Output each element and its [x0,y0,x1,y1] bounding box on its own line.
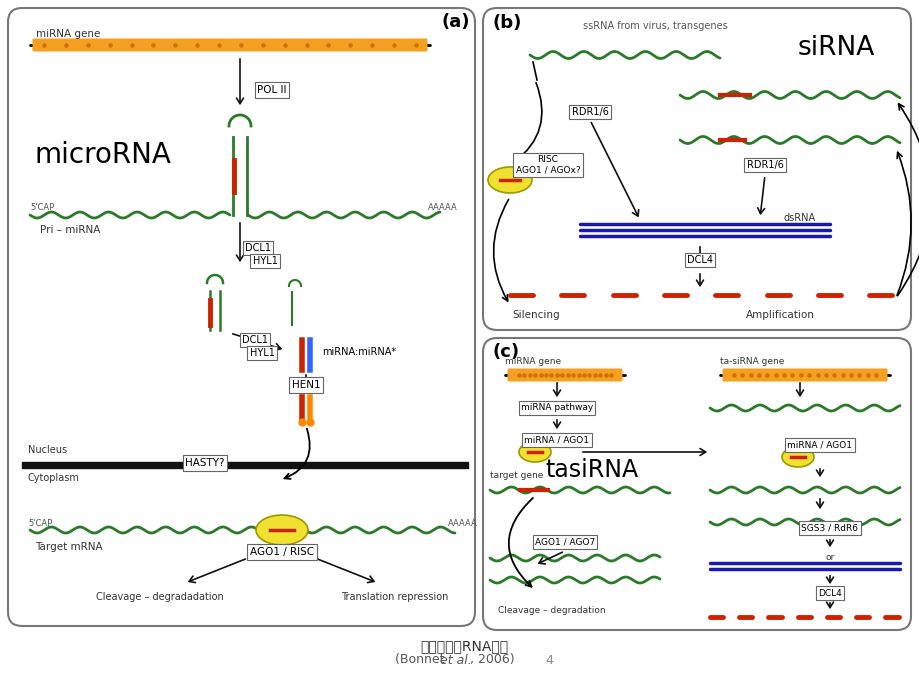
Text: Cytoplasm: Cytoplasm [28,473,80,483]
Text: Pri – miRNA: Pri – miRNA [40,225,100,235]
Text: microRNA: microRNA [35,141,172,169]
Text: AGO1 / AGO7: AGO1 / AGO7 [534,538,595,546]
Text: Cleavage – degradadation: Cleavage – degradadation [96,592,223,602]
Text: DCL1: DCL1 [244,243,271,253]
FancyBboxPatch shape [482,338,910,630]
Ellipse shape [781,447,813,467]
Text: (c): (c) [493,343,519,361]
Text: miRNA gene: miRNA gene [36,29,100,39]
Text: siRNA: siRNA [797,35,874,61]
Text: DCL4: DCL4 [686,255,712,265]
Ellipse shape [518,442,550,462]
Text: miRNA pathway: miRNA pathway [520,404,593,413]
Text: AAAAA: AAAAA [427,204,458,213]
Text: target gene: target gene [490,471,543,480]
Text: (Bonnet: (Bonnet [394,653,448,667]
FancyBboxPatch shape [507,368,622,382]
Text: et al.: et al. [439,653,471,667]
Text: ssRNA from virus, transgenes: ssRNA from virus, transgenes [582,21,727,31]
Text: dsRNA: dsRNA [783,213,815,223]
Text: Silencing: Silencing [512,310,559,320]
Text: 植物中的小RNA途径: 植物中的小RNA途径 [420,639,507,653]
Text: RDR1/6: RDR1/6 [745,160,783,170]
Text: Amplification: Amplification [745,310,814,320]
Text: miRNA:miRNA*: miRNA:miRNA* [322,347,396,357]
Text: (b): (b) [493,14,522,32]
Text: ta-siRNA gene: ta-siRNA gene [720,357,784,366]
Text: Cleavage – degradation: Cleavage – degradation [497,606,605,615]
Text: DCL4: DCL4 [817,589,841,598]
Text: DCL1: DCL1 [242,335,267,345]
Text: miRNA / AGO1: miRNA / AGO1 [524,435,589,444]
Text: Target mRNA: Target mRNA [35,542,103,552]
Text: or: or [824,553,834,562]
Text: 4: 4 [544,653,552,667]
Text: SGS3 / RdR6: SGS3 / RdR6 [800,524,857,533]
Text: AGO1 / RISC: AGO1 / RISC [250,547,313,557]
FancyBboxPatch shape [482,8,910,330]
Text: HYL1: HYL1 [249,348,274,358]
Text: HYL1: HYL1 [253,256,278,266]
Text: RDR1/6: RDR1/6 [571,107,607,117]
Text: miRNA / AGO1: miRNA / AGO1 [787,440,852,449]
Text: Nucleus: Nucleus [28,445,67,455]
Text: , 2006): , 2006) [470,653,514,667]
Text: AAAAA: AAAAA [448,518,477,527]
Text: Translation repression: Translation repression [341,592,448,602]
Text: POL II: POL II [257,85,287,95]
Text: RISC
AGO1 / AGOx?: RISC AGO1 / AGOx? [516,155,580,175]
Text: miRNA gene: miRNA gene [505,357,561,366]
Text: 5'CAP: 5'CAP [30,204,54,213]
Text: HASTY?: HASTY? [185,458,224,468]
FancyBboxPatch shape [32,39,427,52]
FancyBboxPatch shape [721,368,887,382]
Text: 5'CAP: 5'CAP [28,518,52,527]
Text: tasiRNA: tasiRNA [544,458,638,482]
Text: (a): (a) [441,13,470,31]
Ellipse shape [487,167,531,193]
Ellipse shape [255,515,308,545]
FancyBboxPatch shape [8,8,474,626]
Text: HEN1: HEN1 [291,380,320,390]
